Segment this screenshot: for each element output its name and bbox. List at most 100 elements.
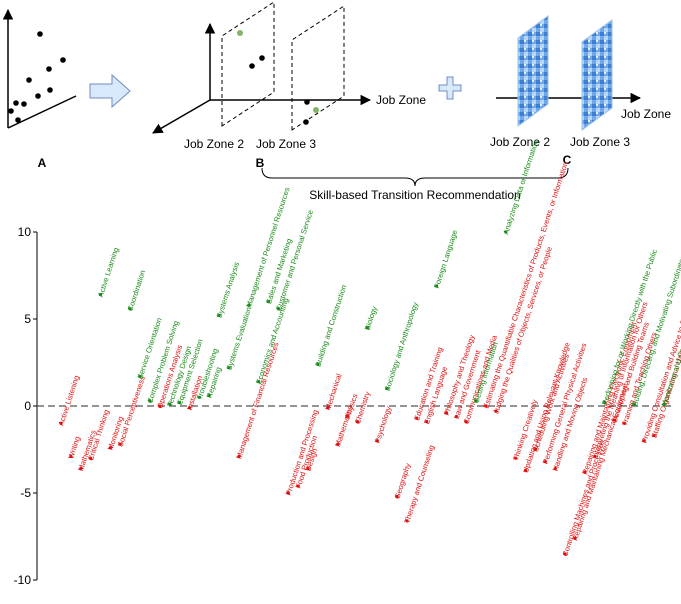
data-point [237,454,241,459]
data-point [98,293,103,297]
y-tick-label: -5 [20,486,31,500]
data-point [375,439,379,443]
data-point [632,402,636,406]
point-label: Economics and Accounting [254,297,290,385]
panel-b-zone2-label: Job Zone 2 [184,137,244,151]
data-point [533,447,538,452]
data-point [197,395,201,399]
panel-b-label: B [256,156,265,170]
data-point [504,230,508,234]
point-label: Systems Analysis [215,261,242,320]
data-point [227,366,231,370]
data-point [178,400,182,405]
data-point [286,491,290,495]
data-point [563,552,567,556]
data-point [612,418,617,422]
panel-a-scatter [2,8,77,129]
data-point [148,399,152,403]
data-point [593,454,597,459]
point-label: Geography [392,462,412,500]
panel-b-zone3-label: Job Zone 3 [256,137,316,151]
point-label: Sociology and Anthropology [383,301,420,392]
transition-diagram: A Job Zone Job Zone 2 Job Zone 3 B Job Z… [2,1,671,202]
data-point [395,494,399,499]
chart-y-ticks: 10 5 0 -5 -10 [14,225,37,587]
data-point [69,454,73,459]
data-point [108,446,113,450]
heatmap-zone3 [581,19,613,131]
data-point [464,420,468,424]
data-point [306,467,310,471]
y-tick-label: 5 [24,312,31,326]
data-point [444,411,449,415]
panel-b-axes [152,1,372,134]
panel-c-zone3-label: Job Zone 3 [570,135,630,149]
point-label: Active Listening [56,374,81,427]
curly-brace [261,167,569,187]
data-point [316,362,320,366]
data-point [622,421,627,425]
y-tick-label: 0 [24,399,31,413]
data-point [365,326,370,330]
data-point [484,404,488,408]
data-point [553,467,557,471]
data-point [415,416,419,420]
data-point [276,306,281,311]
data-point [652,433,656,438]
point-label: Building and Construction [313,284,348,368]
panel-c-zone2-label: Job Zone 2 [490,135,550,149]
data-point [158,404,162,408]
data-point [603,400,607,405]
panel-c-axis-label: Job Zone [621,107,671,121]
transform-arrow-icon [89,73,131,109]
data-point [573,536,577,540]
data-point [217,313,221,318]
point-label: Management of Financial Resources [234,341,280,460]
point-label: Psychology [373,405,393,444]
panel-a-label: A [38,156,47,170]
data-point [336,442,340,446]
data-point [296,484,300,488]
data-point [454,414,459,419]
point-label: Judging the Qualities of Objects, Servic… [491,246,554,415]
point-label: Analyzing Data or Information [501,139,540,236]
point-label: Systems Evaluation [224,306,253,371]
point-label: Active Learning [96,246,121,298]
data-point [89,456,93,460]
y-tick-label: -10 [14,573,32,587]
point-label: Biology [363,305,379,331]
data-point [405,519,409,523]
data-point [118,442,122,446]
data-point [662,402,666,406]
data-point [425,420,429,424]
panel-c-heatmaps [496,15,642,131]
data-point [257,380,261,384]
data-point [326,406,330,410]
point-label: Foreign Language [432,229,459,290]
point-label: Social Perceptiveness [116,375,147,448]
data-point [524,468,528,472]
data-point [355,420,360,424]
data-point [494,409,498,413]
data-point [207,393,211,398]
plus-icon [438,76,462,100]
data-point [346,414,350,419]
data-point [79,467,83,471]
data-point [247,303,251,307]
data-point [543,460,547,464]
brace-label: Skill-based Transition Recommendation [309,188,520,202]
data-point [474,399,478,403]
point-label: Therapy and Counseling [402,444,436,525]
data-point [583,470,587,474]
data-point [514,456,518,460]
panel-c-label: C [563,153,572,167]
point-label: Coordination [126,269,148,312]
chart-points: Active ListeningWritingMathematicsCritic… [56,139,681,558]
heatmap-zone2 [517,15,549,127]
data-point [642,439,646,443]
data-point [187,406,192,410]
y-tick-label: 10 [18,225,32,239]
data-point [385,387,389,391]
panel-b-axis-label: Job Zone [376,93,426,107]
